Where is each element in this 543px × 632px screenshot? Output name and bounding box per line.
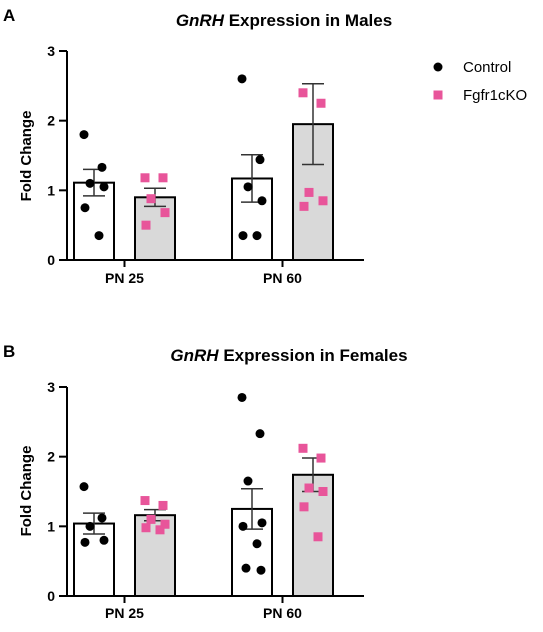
panel-b-title-italic: GnRH bbox=[170, 346, 219, 365]
panel-b-plot: 0 1 2 3 PN 25 PN 60 bbox=[47, 379, 364, 621]
panel-b-point-fgfr1cko bbox=[316, 453, 326, 463]
panel-a-point-control bbox=[79, 130, 89, 140]
panel-b-title-rest: Expression in Females bbox=[219, 346, 408, 365]
panel-b-point-control bbox=[243, 476, 253, 486]
panel-b-point-fgfr1cko bbox=[155, 525, 165, 535]
panel-a-letter: A bbox=[3, 6, 15, 25]
panel-a-point-control bbox=[80, 203, 90, 213]
panel-a: A GnRH Expression in Males Fold Change 0… bbox=[3, 6, 392, 286]
panel-a-point-fgfr1cko bbox=[304, 187, 314, 197]
panel-b-title: GnRH Expression in Females bbox=[170, 346, 407, 365]
panel-b-point-fgfr1cko bbox=[158, 500, 168, 510]
panel-a-point-control bbox=[255, 155, 265, 165]
panel-a-point-control bbox=[99, 182, 109, 192]
panel-a-y-axis-label: Fold Change bbox=[18, 111, 35, 202]
panel-a-point-fgfr1cko bbox=[146, 194, 156, 204]
panel-b-point-fgfr1cko bbox=[304, 483, 314, 493]
panel-a-point-fgfr1cko bbox=[316, 98, 326, 108]
panel-b-x-tick-label: PN 60 bbox=[263, 605, 302, 621]
panel-a-point-control bbox=[238, 231, 248, 241]
panel-a-point-control bbox=[243, 182, 253, 192]
panel-b-point-control bbox=[85, 521, 95, 531]
panel-a-point-fgfr1cko bbox=[160, 208, 170, 218]
panel-a-y-tick-label: 2 bbox=[47, 113, 55, 129]
legend-fgfr1cko-label: Fgfr1cKO bbox=[463, 87, 527, 104]
panel-a-y-tick-label: 3 bbox=[47, 43, 55, 59]
panel-b-point-fgfr1cko bbox=[313, 532, 323, 542]
panel-a-x-tick-label: PN 25 bbox=[105, 270, 144, 286]
panel-b-x-tick-label: PN 25 bbox=[105, 605, 144, 621]
panel-b-y-tick-label: 1 bbox=[47, 518, 55, 534]
panel-a-point-fgfr1cko bbox=[140, 173, 150, 183]
panel-b-point-control bbox=[238, 521, 248, 531]
panel-b-letter: B bbox=[3, 342, 15, 361]
panel-b-point-fgfr1cko bbox=[318, 487, 328, 496]
panel-b-point-control bbox=[255, 429, 265, 439]
panel-a-bar-control bbox=[231, 177, 273, 262]
panel-b-point-fgfr1cko bbox=[160, 519, 170, 529]
panel-a-point-fgfr1cko bbox=[298, 88, 308, 98]
panel-b-point-control bbox=[252, 539, 262, 549]
panel-a-point-control bbox=[237, 74, 247, 84]
legend: Control Fgfr1cKO bbox=[433, 59, 527, 104]
panel-b-point-control bbox=[256, 565, 266, 575]
panel-b-point-control bbox=[99, 535, 109, 545]
panel-b-point-control bbox=[257, 518, 267, 528]
panel-b-point-control bbox=[241, 563, 251, 573]
panel-b-point-fgfr1cko bbox=[298, 443, 308, 453]
panel-a-x-tick-label: PN 60 bbox=[263, 270, 302, 286]
panel-a-point-control bbox=[252, 231, 262, 241]
panel-b-point-fgfr1cko bbox=[140, 496, 150, 506]
panel-a-point-fgfr1cko bbox=[299, 201, 309, 211]
panel-a-point-fgfr1cko bbox=[318, 196, 328, 206]
panel-b-point-control bbox=[80, 537, 90, 547]
panel-a-y-tick-label: 1 bbox=[47, 182, 55, 198]
panel-b-point-fgfr1cko bbox=[299, 502, 309, 512]
panel-b-y-tick-label: 0 bbox=[47, 588, 55, 604]
panel-a-point-control bbox=[257, 196, 267, 206]
panel-a-title-italic: GnRH bbox=[176, 11, 225, 30]
panel-b: B GnRH Expression in Females Fold Change… bbox=[3, 342, 408, 621]
panel-b-y-tick-label: 2 bbox=[47, 449, 55, 465]
legend-control-marker bbox=[433, 62, 443, 72]
panel-a-plot: 0 1 2 3 PN 25 PN 60 bbox=[47, 43, 364, 286]
legend-fgfr1cko-marker bbox=[433, 90, 443, 100]
panel-a-y-tick-label: 0 bbox=[47, 252, 55, 268]
panel-b-y-axis-label: Fold Change bbox=[18, 446, 35, 537]
panel-b-y-tick-label: 3 bbox=[47, 379, 55, 395]
panel-b-point-control bbox=[97, 513, 107, 523]
panel-a-title: GnRH Expression in Males bbox=[176, 11, 392, 30]
panel-a-point-control bbox=[97, 162, 107, 172]
panel-b-point-fgfr1cko bbox=[141, 523, 151, 533]
panel-b-bar-control bbox=[73, 522, 115, 598]
panel-a-point-fgfr1cko bbox=[158, 173, 168, 183]
panel-a-point-fgfr1cko bbox=[141, 220, 151, 230]
panel-a-point-control bbox=[85, 178, 95, 188]
panel-b-point-control bbox=[237, 392, 247, 402]
panel-a-point-control bbox=[94, 231, 104, 241]
legend-control-label: Control bbox=[463, 59, 511, 76]
panel-b-point-fgfr1cko bbox=[146, 514, 156, 524]
panel-b-point-control bbox=[79, 482, 89, 492]
panel-a-title-rest: Expression in Males bbox=[224, 11, 392, 30]
